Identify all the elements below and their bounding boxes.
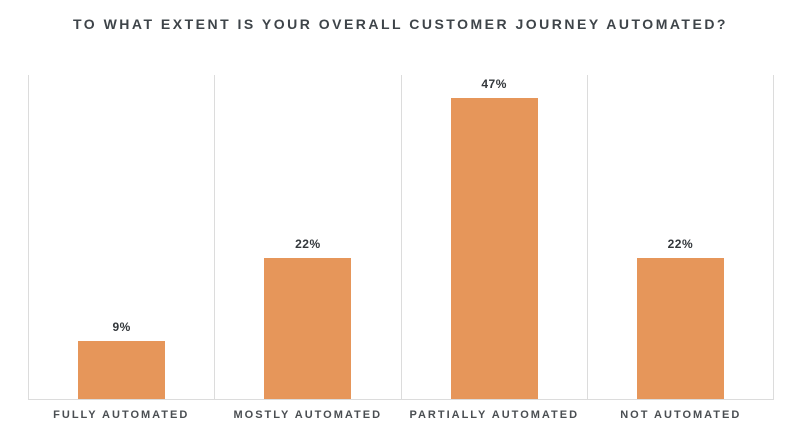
chart-title: TO WHAT EXTENT IS YOUR OVERALL CUSTOMER … (72, 16, 728, 32)
bar-value-label: 47% (481, 77, 507, 91)
bar-value-label: 22% (295, 237, 321, 251)
x-axis-label: FULLY AUTOMATED (53, 409, 190, 421)
bar-value-label: 9% (112, 320, 131, 334)
x-axis-label: MOSTLY AUTOMATED (233, 409, 383, 421)
bar-group-not-automated: 22% (586, 75, 774, 399)
bar-not-automated (636, 258, 724, 399)
bar-group-partially-automated: 47% (400, 75, 587, 399)
plot-area: 9% 22% 47% 22% (28, 75, 774, 400)
bar-fully-automated (78, 341, 166, 399)
bar-partially-automated (450, 98, 538, 399)
bar-group-fully-automated: 9% (28, 75, 214, 399)
x-axis-label: PARTIALLY AUTOMATED (409, 409, 580, 421)
x-axis-label: NOT AUTOMATED (620, 409, 742, 421)
bar-group-mostly-automated: 22% (214, 75, 400, 399)
x-axis-labels: FULLY AUTOMATED MOSTLY AUTOMATED PARTIAL… (28, 400, 774, 421)
bar-mostly-automated (264, 258, 352, 399)
bar-value-label: 22% (667, 237, 694, 251)
